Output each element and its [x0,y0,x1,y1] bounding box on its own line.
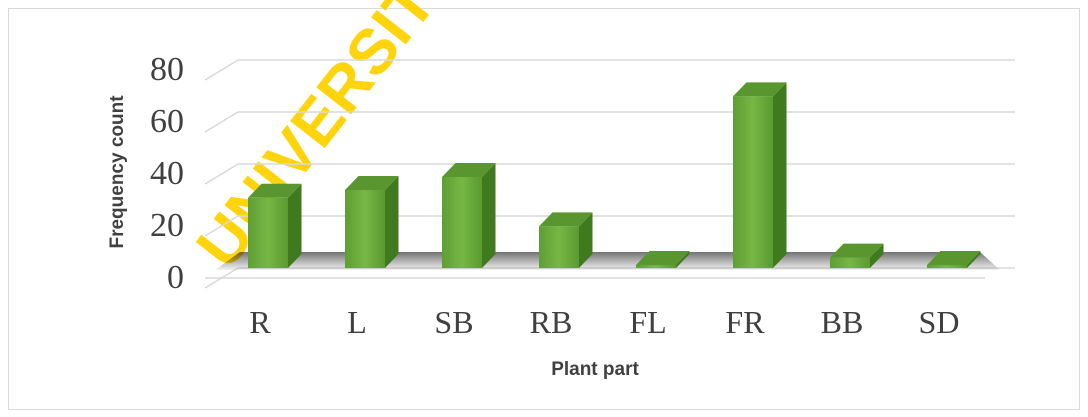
x-axis-title: Plant part [551,359,639,380]
y-tick-label: 20 [150,207,184,244]
y-tick-label: 80 [150,51,184,88]
x-tick-label: L [347,304,367,340]
x-tick-label: FL [629,304,666,340]
watermark: UNIVERSITY [182,0,475,281]
gridline-depth [204,59,239,81]
gridline-depth [204,215,239,237]
y-tick-label: 60 [150,103,184,140]
gridline-depth [204,163,239,185]
floor-shadow [215,252,1000,270]
x-tick-label: BB [821,304,864,340]
x-tick-label: FR [725,304,765,340]
bar-R [248,183,302,268]
chart-frame [8,8,1080,410]
bar-BB [830,243,884,268]
y-tick-label: 40 [150,155,184,192]
gridline-depth [204,111,239,133]
bar-SB [442,163,496,268]
bar-FR [733,82,787,269]
bars [248,82,981,269]
y-tick-labels: 0 20 40 60 80 [150,51,184,296]
bar-L [345,176,399,268]
x-tick-label: RB [530,304,573,340]
chart-floor [205,252,1000,279]
x-tick-label: SB [434,304,473,340]
y-tick-label: 0 [167,259,184,296]
x-tick-label: R [249,304,271,340]
y-axis-title: Frequency count [107,95,128,249]
bar-FL [636,251,690,268]
bar-SD [927,251,981,268]
bar-RB [539,212,593,268]
x-category-labels: R L SB RB FL FR BB SD [249,304,959,340]
x-tick-label: SD [919,304,960,340]
